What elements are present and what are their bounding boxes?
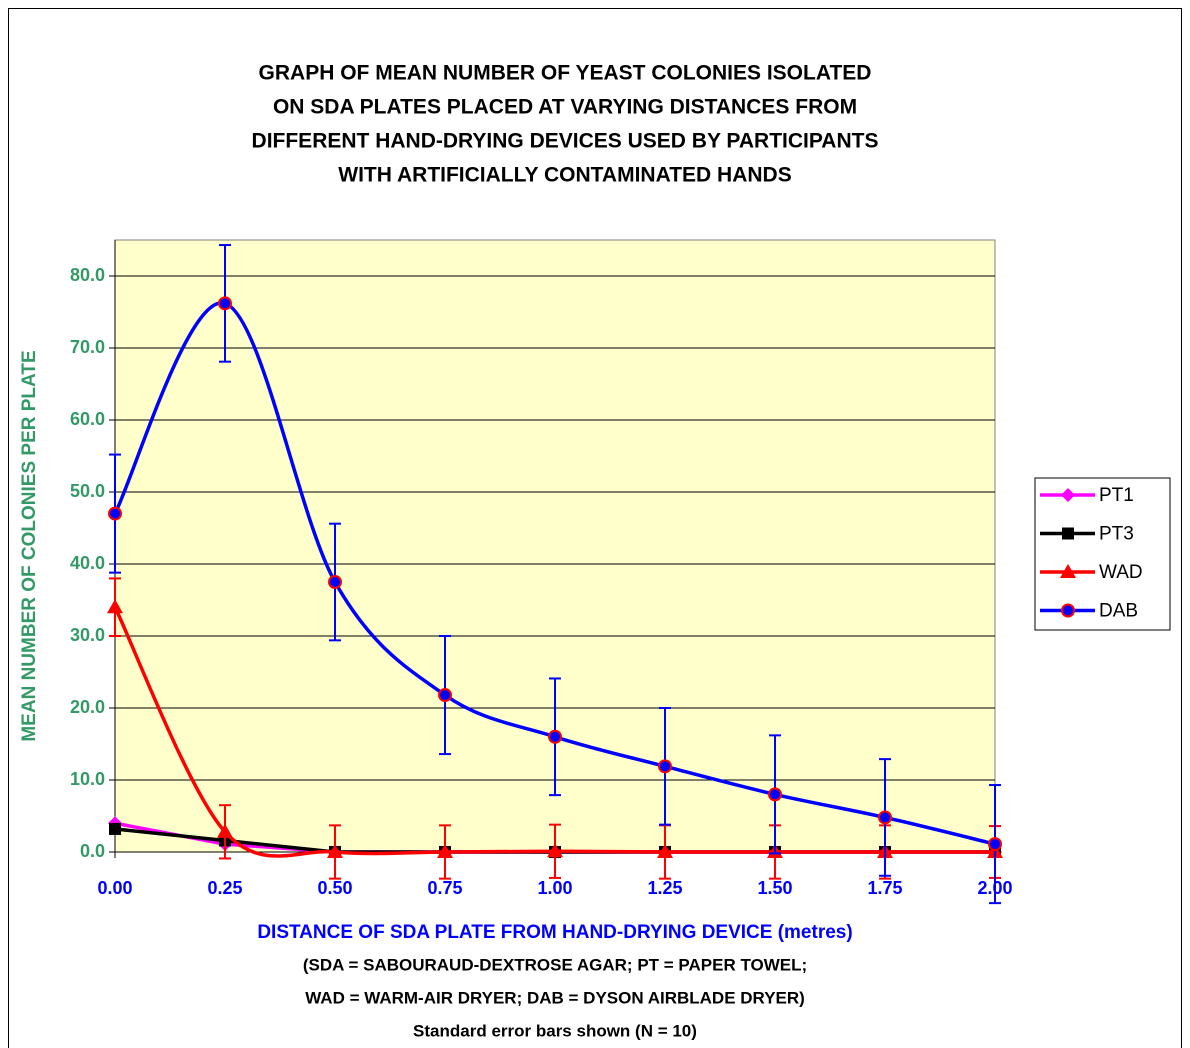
marker <box>107 599 123 614</box>
y-tick-label: 80.0 <box>70 265 105 285</box>
marker <box>109 822 121 835</box>
y-tick-label: 20.0 <box>70 697 105 717</box>
note: WAD = WARM-AIR DRYER; DAB = DYSON AIRBLA… <box>305 988 805 1007</box>
chart-title: WITH ARTIFICIALLY CONTAMINATED HANDS <box>338 164 791 187</box>
marker <box>547 843 563 858</box>
legend <box>1034 477 1171 631</box>
legend-label: WAD <box>1099 562 1143 583</box>
marker <box>217 823 233 838</box>
y-tick-label: 50.0 <box>70 481 105 501</box>
series <box>107 577 1003 880</box>
y-tick-label: 30.0 <box>70 625 105 645</box>
x-tick-label: 1.75 <box>867 878 902 898</box>
marker <box>657 844 673 858</box>
y-tick-label: 70.0 <box>70 337 105 357</box>
marker <box>327 844 343 858</box>
marker <box>658 759 672 774</box>
y-axis-label: MEAN NUMBER OF COLONIES PER PLATE <box>19 350 40 741</box>
x-tick-label: 0.50 <box>317 878 352 898</box>
y-tick-label: 0.0 <box>80 841 105 861</box>
legend-label: PT3 <box>1099 524 1134 545</box>
note: (SDA = SABOURAUD-DEXTROSE AGAR; PT = PAP… <box>303 955 807 974</box>
legend-label: PT1 <box>1099 485 1134 506</box>
marker <box>548 729 562 744</box>
x-tick-label: 0.75 <box>427 878 462 898</box>
y-tick-label: 60.0 <box>70 409 105 429</box>
marker <box>1062 527 1074 540</box>
x-tick-label: 1.50 <box>757 878 792 898</box>
y-tick-label: 40.0 <box>70 553 105 573</box>
marker <box>988 837 1002 852</box>
marker <box>1061 603 1075 618</box>
marker <box>878 810 892 825</box>
x-tick-label: 1.00 <box>537 878 572 898</box>
chart-title: GRAPH OF MEAN NUMBER OF YEAST COLONIES I… <box>259 62 872 85</box>
legend-label: DAB <box>1099 601 1138 622</box>
x-axis-label: DISTANCE OF SDA PLATE FROM HAND-DRYING D… <box>257 922 852 943</box>
series <box>108 244 1002 905</box>
marker <box>768 787 782 802</box>
y-tick-label: 10.0 <box>70 769 105 789</box>
marker <box>1061 488 1075 502</box>
marker <box>328 575 342 589</box>
marker <box>218 296 232 311</box>
chart-title: ON SDA PLATES PLACED AT VARYING DISTANCE… <box>273 96 857 119</box>
note: Standard error bars shown (N = 10) <box>413 1021 697 1040</box>
marker <box>438 688 452 703</box>
chart-title: DIFFERENT HAND-DRYING DEVICES USED BY PA… <box>252 130 879 153</box>
marker <box>437 844 453 858</box>
x-tick-label: 0.25 <box>207 878 242 898</box>
marker <box>108 506 122 521</box>
x-tick-label: 0.00 <box>97 878 132 898</box>
marker <box>1060 564 1076 578</box>
x-tick-label: 1.25 <box>647 878 682 898</box>
